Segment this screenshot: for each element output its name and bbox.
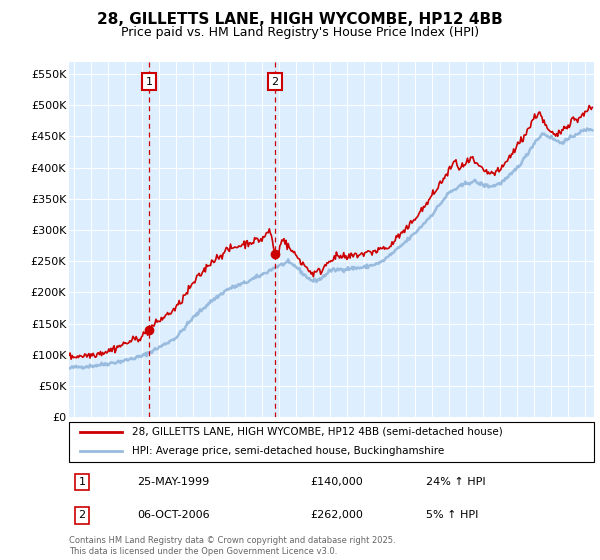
Text: 06-OCT-2006: 06-OCT-2006 — [137, 510, 210, 520]
Text: 28, GILLETTS LANE, HIGH WYCOMBE, HP12 4BB (semi-detached house): 28, GILLETTS LANE, HIGH WYCOMBE, HP12 4B… — [132, 427, 503, 437]
Text: 1: 1 — [79, 477, 86, 487]
Text: 28, GILLETTS LANE, HIGH WYCOMBE, HP12 4BB: 28, GILLETTS LANE, HIGH WYCOMBE, HP12 4B… — [97, 12, 503, 27]
Text: 2: 2 — [79, 510, 86, 520]
Text: HPI: Average price, semi-detached house, Buckinghamshire: HPI: Average price, semi-detached house,… — [132, 446, 444, 456]
Text: £140,000: £140,000 — [311, 477, 363, 487]
FancyBboxPatch shape — [69, 422, 594, 462]
Text: £262,000: £262,000 — [311, 510, 364, 520]
Text: 25-MAY-1999: 25-MAY-1999 — [137, 477, 209, 487]
Text: Price paid vs. HM Land Registry's House Price Index (HPI): Price paid vs. HM Land Registry's House … — [121, 26, 479, 39]
Text: 5% ↑ HPI: 5% ↑ HPI — [426, 510, 478, 520]
Text: 24% ↑ HPI: 24% ↑ HPI — [426, 477, 485, 487]
Text: 2: 2 — [271, 77, 278, 87]
Text: 1: 1 — [145, 77, 152, 87]
Text: Contains HM Land Registry data © Crown copyright and database right 2025.
This d: Contains HM Land Registry data © Crown c… — [69, 536, 395, 556]
